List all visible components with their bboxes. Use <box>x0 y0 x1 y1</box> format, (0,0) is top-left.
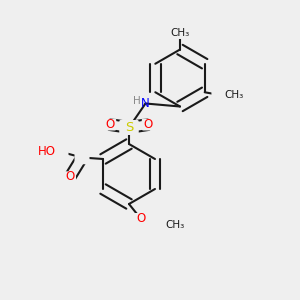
Text: H: H <box>133 96 141 106</box>
Text: HO: HO <box>38 145 56 158</box>
FancyBboxPatch shape <box>212 89 231 101</box>
FancyBboxPatch shape <box>64 171 76 183</box>
FancyBboxPatch shape <box>142 118 155 130</box>
FancyBboxPatch shape <box>103 118 116 130</box>
Text: O: O <box>144 118 153 131</box>
Text: CH₃: CH₃ <box>170 28 190 38</box>
FancyBboxPatch shape <box>170 27 190 39</box>
FancyBboxPatch shape <box>119 120 139 135</box>
FancyBboxPatch shape <box>74 151 89 164</box>
Text: N: N <box>141 97 150 110</box>
FancyBboxPatch shape <box>148 219 167 231</box>
FancyBboxPatch shape <box>134 213 148 225</box>
Text: O: O <box>136 212 146 226</box>
Text: O: O <box>105 118 114 131</box>
Text: CH₃: CH₃ <box>224 90 243 100</box>
Text: O: O <box>65 170 75 184</box>
Text: CH₃: CH₃ <box>165 220 184 230</box>
Text: S: S <box>125 121 133 134</box>
FancyBboxPatch shape <box>50 146 68 157</box>
FancyBboxPatch shape <box>134 213 148 225</box>
